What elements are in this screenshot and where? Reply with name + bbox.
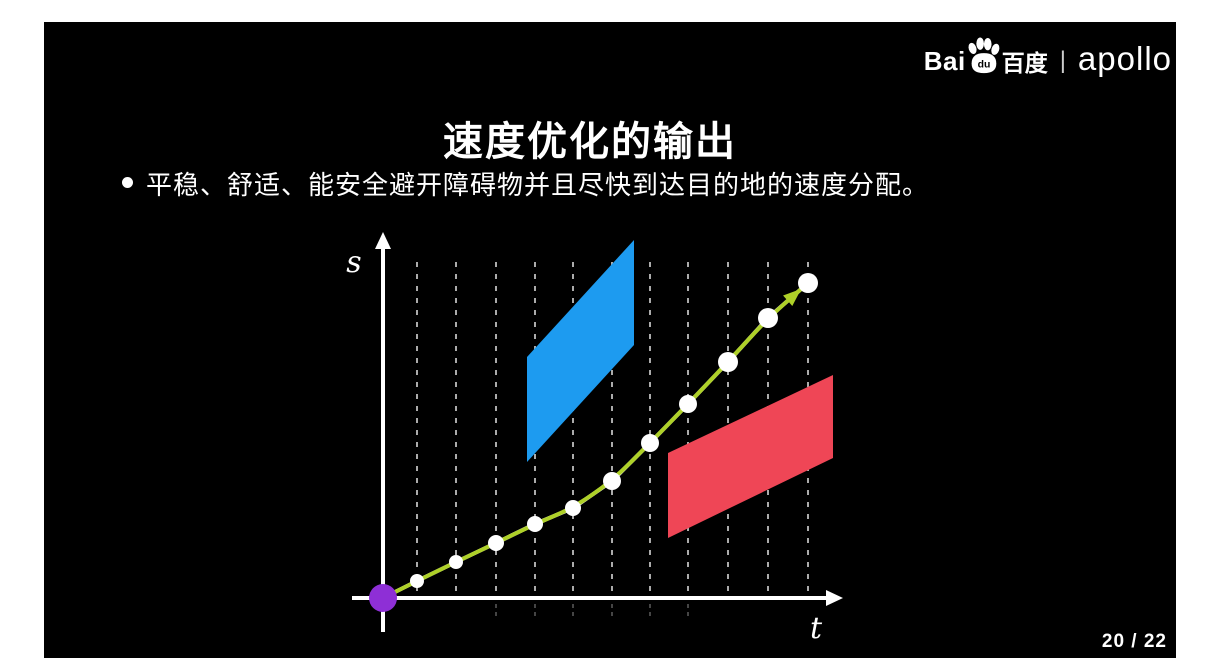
trajectory-point [603, 472, 621, 490]
s-axis-arrow [375, 232, 391, 249]
bullet-text: 平稳、舒适、能安全避开障碍物并且尽快到达目的地的速度分配。 [146, 170, 930, 200]
trajectory-point [679, 395, 697, 413]
obstacle-red [668, 375, 833, 538]
baidu-cn-text: 百度 [1001, 50, 1048, 76]
obstacle-blue [527, 240, 634, 462]
t-axis-arrow [826, 590, 843, 606]
st-graph-chart: st [346, 232, 843, 646]
page-indicator: 20 / 22 [1101, 631, 1167, 652]
t-axis-label: t [810, 611, 823, 646]
trajectory-point [527, 516, 543, 532]
s-axis-label: s [346, 245, 361, 280]
trajectory-point [410, 574, 424, 588]
trajectory-point [449, 555, 463, 569]
baidu-apollo-logo: Bai du 百度 | apollo [923, 37, 1172, 84]
baidu-logo-text: Bai [923, 45, 966, 76]
bullet-item: 平稳、舒适、能安全避开障碍物并且尽快到达目的地的速度分配。 [122, 168, 929, 202]
logo-separator: | [1059, 47, 1066, 74]
trajectory-point [798, 273, 818, 293]
trajectory-point [641, 434, 659, 452]
speed-curve-arrowhead [783, 288, 802, 307]
slide: Bai du 百度 | apollo 速度优化的输出 平稳、舒适、能安全避开障碍… [44, 22, 1176, 658]
baidu-paw-du-text: du [977, 59, 990, 70]
bullet-dot [122, 177, 133, 188]
trajectory-point [565, 500, 581, 516]
trajectory-point [718, 352, 738, 372]
start-point [369, 584, 397, 612]
baidu-paw-icon: du [968, 37, 1000, 74]
apollo-logo-text: apollo [1077, 40, 1172, 77]
slide-title: 速度优化的输出 [443, 119, 737, 164]
trajectory-point [488, 535, 504, 551]
trajectory-point [758, 308, 778, 328]
